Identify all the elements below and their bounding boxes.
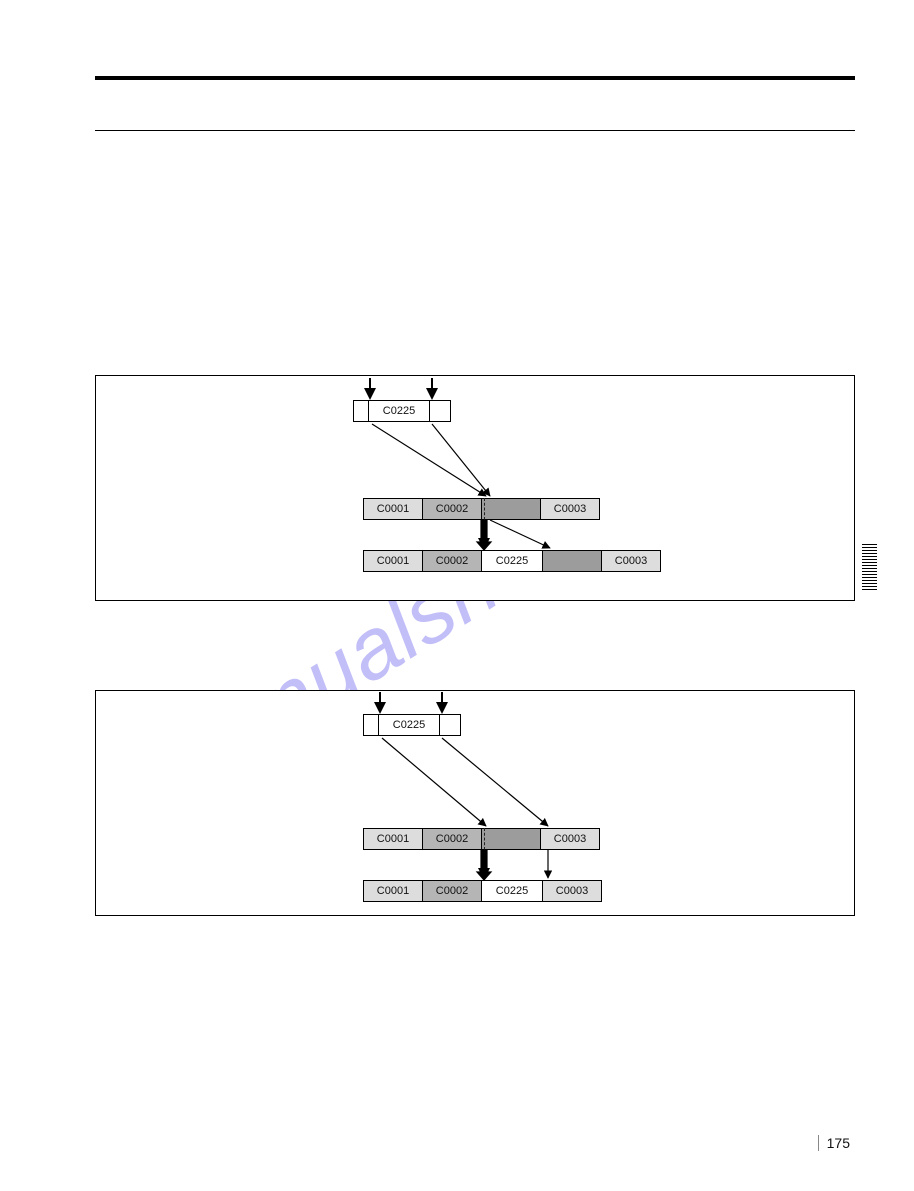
- in-out-marker-icon: [374, 702, 386, 714]
- clip-spacer: [439, 714, 461, 736]
- clip-C0003: C0003: [540, 828, 600, 850]
- d2-timeline-before: C0001C0002 C0003: [364, 828, 600, 850]
- clip-C0001: C0001: [363, 498, 423, 520]
- d2-source-clip: C0225: [364, 714, 461, 736]
- clip-C0225: C0225: [481, 550, 543, 572]
- page-number-value: 175: [818, 1135, 850, 1151]
- clip-C0001: C0001: [363, 880, 423, 902]
- clip-C0002: C0002: [422, 828, 482, 850]
- in-out-marker-icon: [436, 702, 448, 714]
- clip-spacer: [542, 550, 602, 572]
- in-out-marker-icon: [478, 868, 490, 880]
- in-out-marker-icon: [478, 538, 490, 550]
- d1-timeline-after: C0001C0002C0225 C0003: [364, 550, 661, 572]
- edit-point-dash: [484, 498, 485, 520]
- clip-C0002: C0002: [422, 498, 482, 520]
- clip-C0003: C0003: [601, 550, 661, 572]
- clip-C0002: C0002: [422, 880, 482, 902]
- page-number: 175: [810, 1135, 850, 1151]
- clip-spacer: [429, 400, 451, 422]
- clip-C0225: C0225: [368, 400, 430, 422]
- header-rule-thin: [95, 130, 855, 131]
- clip-spacer: [363, 714, 379, 736]
- side-tab-marker: [862, 542, 877, 590]
- clip-spacer: [481, 498, 541, 520]
- edit-point-dash: [484, 828, 485, 850]
- clip-C0225: C0225: [481, 880, 543, 902]
- header-rule-thick: [95, 76, 855, 80]
- d1-timeline-before: C0001C0002 C0003: [364, 498, 600, 520]
- d2-timeline-after: C0001C0002C0225C0003: [364, 880, 602, 902]
- clip-C0001: C0001: [363, 828, 423, 850]
- clip-C0003: C0003: [540, 498, 600, 520]
- clip-C0225: C0225: [378, 714, 440, 736]
- in-out-marker-icon: [426, 388, 438, 400]
- clip-spacer: [481, 828, 541, 850]
- clip-C0003: C0003: [542, 880, 602, 902]
- clip-C0001: C0001: [363, 550, 423, 572]
- d1-source-clip: C0225: [354, 400, 451, 422]
- clip-spacer: [353, 400, 369, 422]
- clip-C0002: C0002: [422, 550, 482, 572]
- in-out-marker-icon: [364, 388, 376, 400]
